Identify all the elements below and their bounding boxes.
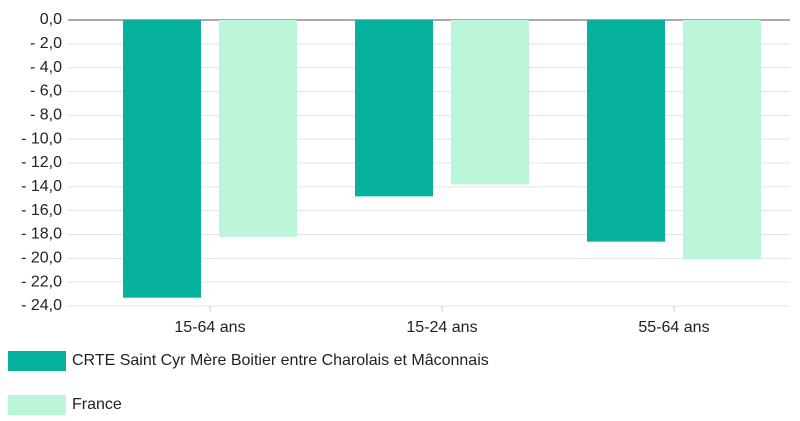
bar bbox=[587, 20, 665, 242]
y-tick-label: - 2,0 bbox=[30, 35, 62, 52]
y-tick-label: - 22,0 bbox=[21, 273, 62, 290]
legend-swatch bbox=[8, 351, 66, 371]
y-tick-label: - 16,0 bbox=[21, 202, 62, 219]
y-tick-label: - 14,0 bbox=[21, 178, 62, 195]
y-tick-label: 0,0 bbox=[40, 11, 62, 28]
bar bbox=[123, 20, 201, 298]
y-tick-label: - 8,0 bbox=[30, 107, 62, 124]
x-tick-label: 15-64 ans bbox=[174, 319, 245, 336]
x-tick-label: 55-64 ans bbox=[638, 319, 709, 336]
y-tick-label: - 18,0 bbox=[21, 226, 62, 243]
bar bbox=[219, 20, 297, 237]
y-tick-label: - 6,0 bbox=[30, 83, 62, 100]
bar bbox=[683, 20, 761, 260]
legend-swatch bbox=[8, 395, 66, 415]
x-tick-label: 15-24 ans bbox=[406, 319, 477, 336]
bar bbox=[355, 20, 433, 197]
legend-label: CRTE Saint Cyr Mère Boitier entre Charol… bbox=[72, 352, 489, 369]
bar bbox=[451, 20, 529, 185]
y-tick-label: - 10,0 bbox=[21, 130, 62, 147]
y-tick-label: - 4,0 bbox=[30, 59, 62, 76]
legend-label: France bbox=[72, 396, 122, 413]
y-tick-label: - 12,0 bbox=[21, 154, 62, 171]
y-tick-label: - 20,0 bbox=[21, 250, 62, 267]
y-tick-label: - 24,0 bbox=[21, 297, 62, 314]
